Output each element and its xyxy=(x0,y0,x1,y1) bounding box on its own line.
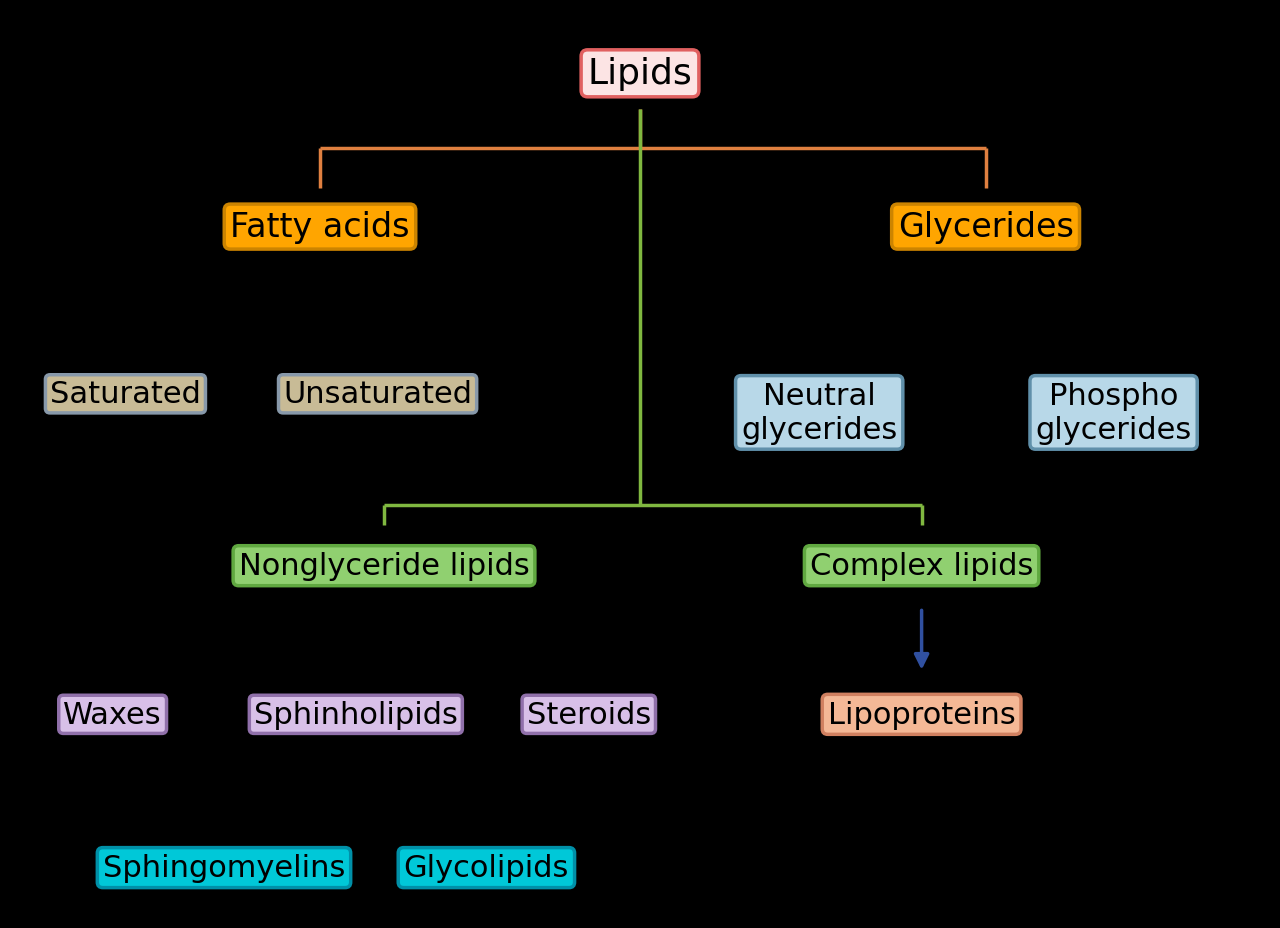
Text: Fatty acids: Fatty acids xyxy=(230,211,410,244)
Text: Neutral
glycerides: Neutral glycerides xyxy=(741,381,897,445)
Text: Phospho
glycerides: Phospho glycerides xyxy=(1036,381,1192,445)
Text: Lipids: Lipids xyxy=(588,58,692,91)
Text: Steroids: Steroids xyxy=(526,700,652,729)
Text: Complex lipids: Complex lipids xyxy=(810,551,1033,581)
Text: Glycerides: Glycerides xyxy=(897,211,1074,244)
Text: Lipoproteins: Lipoproteins xyxy=(828,700,1015,729)
Text: Nonglyceride lipids: Nonglyceride lipids xyxy=(238,551,530,581)
Text: Sphingomyelins: Sphingomyelins xyxy=(102,853,346,883)
Text: Sphinholipids: Sphinholipids xyxy=(253,700,458,729)
Text: Saturated: Saturated xyxy=(50,380,201,409)
Text: Waxes: Waxes xyxy=(63,700,163,729)
Text: Unsaturated: Unsaturated xyxy=(283,380,472,409)
Text: Glycolipids: Glycolipids xyxy=(403,853,570,883)
